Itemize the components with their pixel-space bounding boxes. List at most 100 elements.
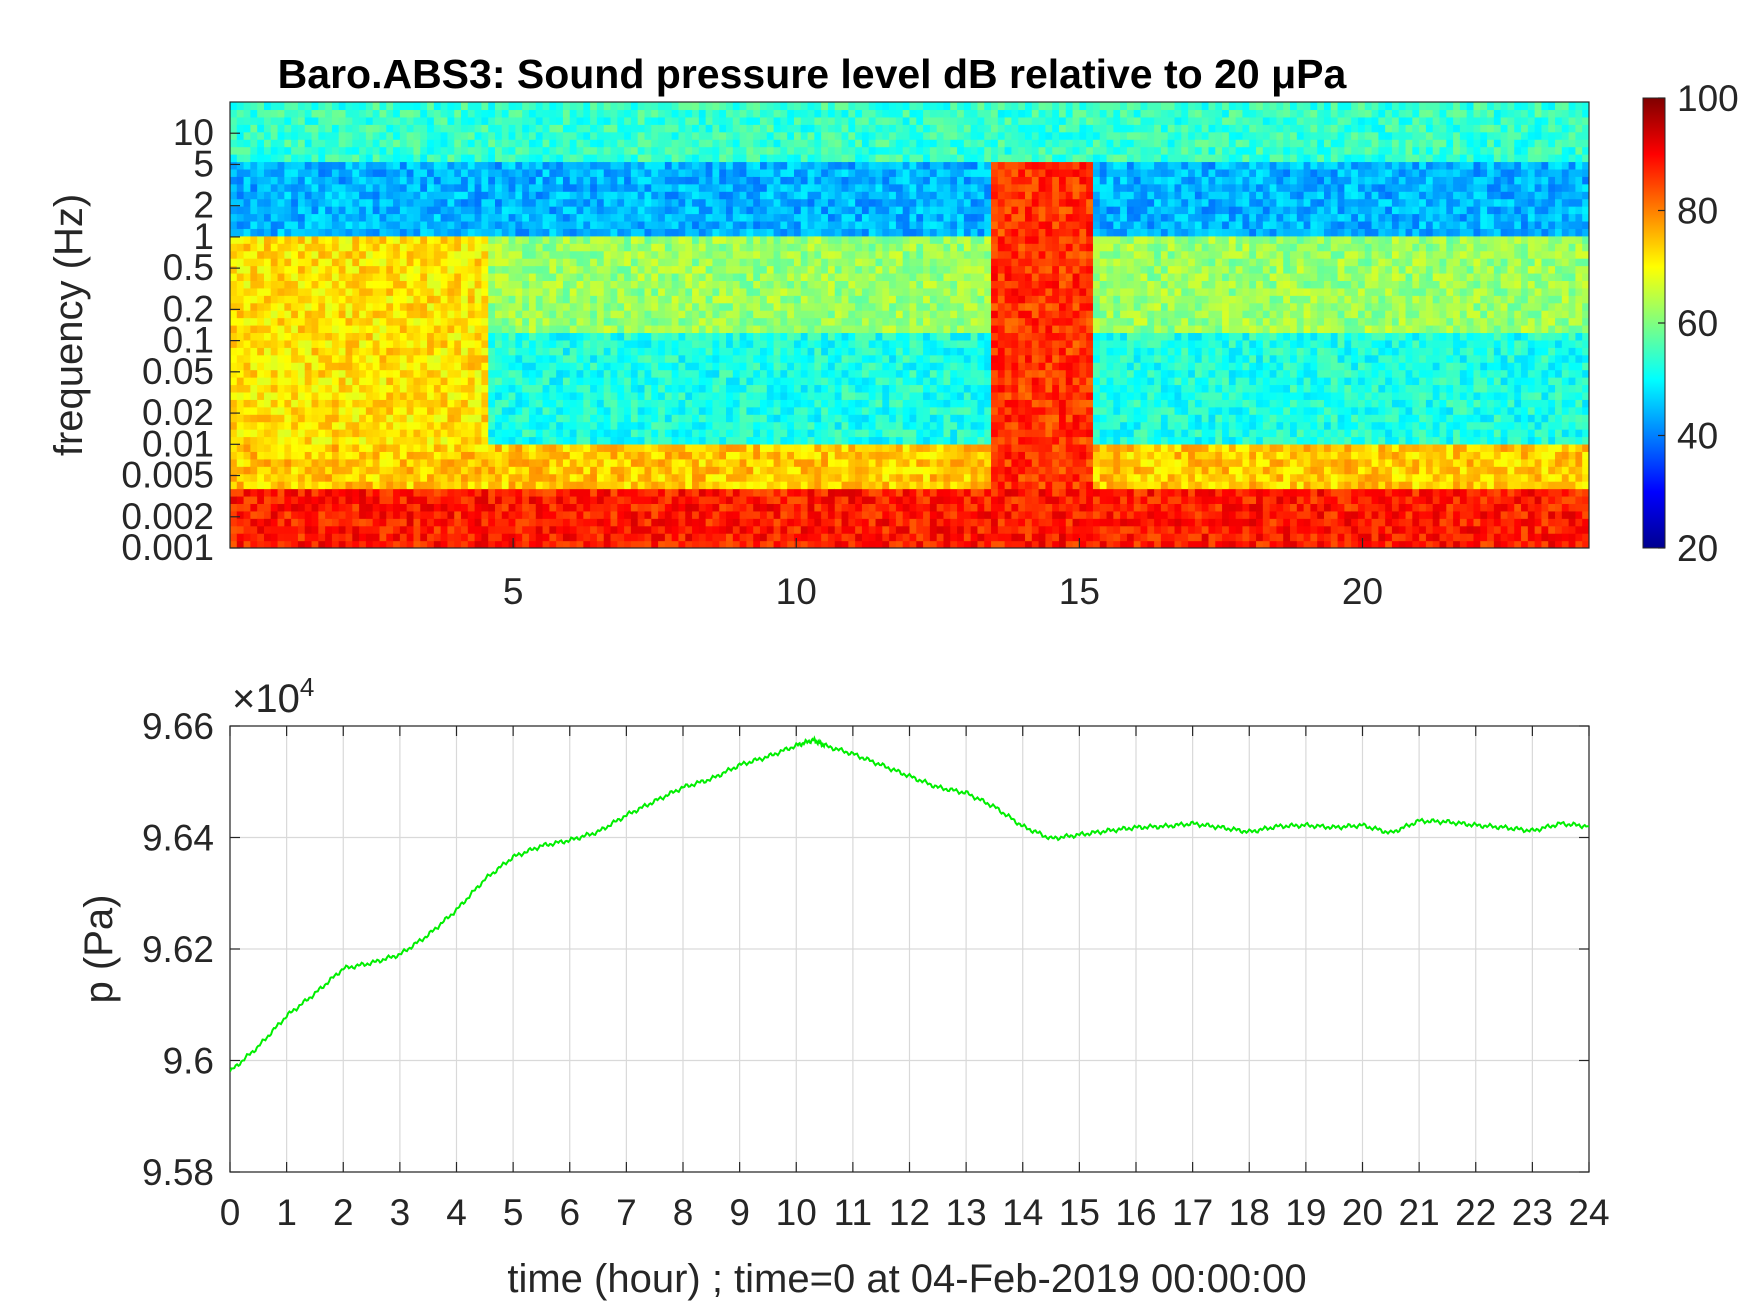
spectrogram-cell [522,347,530,356]
spectrogram-cell [549,488,557,497]
spectrogram-cell [726,510,734,519]
spectrogram-cell [284,488,292,497]
spectrogram-cell [671,429,680,438]
spectrogram-cell [542,384,550,393]
spectrogram-cell [780,473,788,482]
spectrogram-cell [304,377,313,386]
spectrogram-cell [461,139,469,148]
spectrogram-cell [325,391,333,400]
spectrogram-cell [726,287,734,296]
spectrogram-cell [732,488,741,497]
spectrogram-cell [420,220,428,229]
spectrogram-cell [528,191,537,200]
spectrogram-cell [467,198,476,207]
spectrogram-cell [542,139,550,148]
spectrogram-cell [535,235,544,244]
spectrogram-cell [406,436,415,445]
spectrogram-cell [338,220,347,229]
spectrogram-cell [556,176,564,185]
spectrogram-cell [746,332,754,341]
spectrogram-cell [637,154,646,163]
spectrogram-cell [304,250,313,259]
spectrogram-cell [549,243,557,252]
spectrogram-cell [454,495,462,504]
spectrogram-cell [590,414,598,423]
spectrogram-cell [590,503,598,512]
spectrogram-cell [311,131,319,140]
spectrogram-cell [760,339,768,348]
spectrogram-cell [658,510,666,519]
spectrogram-cell [726,347,734,356]
spectrogram-cell [698,466,707,475]
spectrogram-cell [522,488,530,497]
spectrogram-cell [569,362,578,371]
spectrogram-cell [461,310,469,319]
spectrogram-cell [522,518,530,527]
spectrogram-cell [576,102,584,111]
spectrogram-cell [277,154,285,163]
spectrogram-cell [712,488,720,497]
spectrogram-cell [291,518,299,527]
spectrogram-cell [331,168,340,177]
spectrogram-cell [651,250,659,259]
spectrogram-cell [644,325,652,334]
spectrogram-cell [420,243,428,252]
spectrogram-cell [386,451,394,460]
spectrogram-cell [508,414,516,423]
spectrogram-cell [515,317,523,326]
spectrogram-cell [658,481,666,490]
spectrogram-cell [644,235,652,244]
spectrogram-cell [760,243,768,252]
spectrogram-cell [651,258,659,267]
spectrogram-cell [719,124,727,133]
spectrogram-cell [359,443,367,452]
spectrogram-cell [257,362,265,371]
spectrogram-cell [277,443,285,452]
spectrogram-cell [590,109,598,118]
spectrogram-cell [495,488,503,497]
spectrogram-cell [515,220,523,229]
spectrogram-cell [304,473,313,482]
spectrogram-cell [596,102,605,111]
spectrogram-cell [753,510,761,519]
spectrogram-cell [427,518,435,527]
spectrogram-cell [461,168,469,177]
spectrogram-cell [481,161,489,170]
spectrogram-cell [664,377,673,386]
spectrogram-cell [692,258,700,267]
spectrogram-cell [617,258,625,267]
spectrogram-cell [257,139,265,148]
spectrogram-cell [739,250,748,259]
spectrogram-cell [630,183,639,192]
spectrogram-cell [352,258,360,267]
spectrogram-cell [243,176,251,185]
spectrogram-cell [365,265,374,274]
spectrogram-cell [726,258,734,267]
spectrogram-cell [644,421,652,430]
spectrogram-cell [467,250,476,259]
spectrogram-cell [399,198,408,207]
spectrogram-cell [243,265,251,274]
spectrogram-cell [787,525,795,534]
spectrogram-cell [685,473,693,482]
spectrogram-cell [522,443,530,452]
spectrogram-cell [501,124,510,133]
spectrogram-cell [698,191,707,200]
spectrogram-cell [263,272,272,281]
spectrogram-cell [386,384,394,393]
spectrogram-cell [535,332,544,341]
spectrogram-cell [338,473,347,482]
spectrogram-cell [467,391,476,400]
spectrogram-cell [250,369,258,378]
spectrogram-cell [719,295,727,304]
spectrogram-cell [732,176,741,185]
spectrogram-cell [481,473,489,482]
spectrogram-cell [562,302,571,311]
spectrogram-cell [352,220,360,229]
spectrogram-cell [637,272,646,281]
spectrogram-cell [236,354,245,363]
spectrogram-cell [583,191,591,200]
spectrogram-cell [658,302,666,311]
spectrogram-cell [630,362,639,371]
spectrogram-cell [617,235,625,244]
